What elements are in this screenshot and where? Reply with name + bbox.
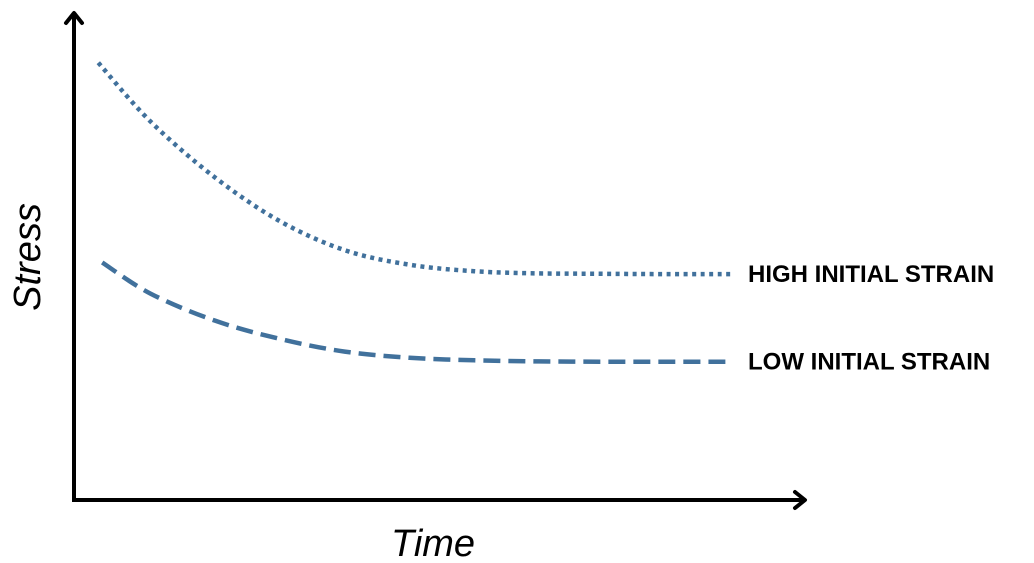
series-layer: HIGH INITIAL STRAIN LOW INITIAL STRAIN xyxy=(96,61,994,376)
x-axis-arrowhead xyxy=(793,490,807,510)
y-axis-arrowhead xyxy=(64,11,84,25)
series-label-low-initial-strain: LOW INITIAL STRAIN xyxy=(748,349,990,376)
series-label-high-initial-strain: HIGH INITIAL STRAIN xyxy=(748,261,994,288)
x-axis-title: Time xyxy=(391,523,475,563)
y-axis-title: Stress xyxy=(7,203,49,311)
series-line-low-initial-strain xyxy=(100,260,733,364)
series-line-high-initial-strain xyxy=(96,61,734,277)
